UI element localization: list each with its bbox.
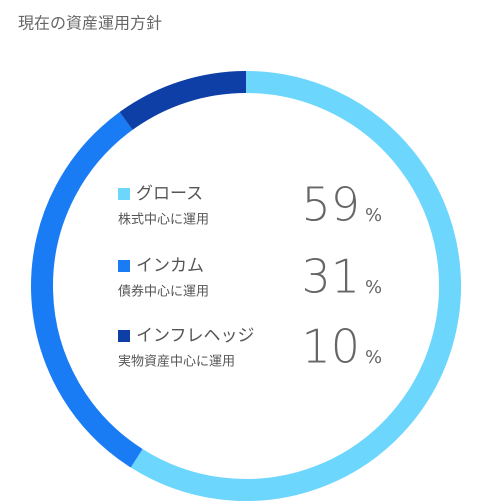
legend-label: グロース bbox=[136, 184, 203, 204]
value-unit: % bbox=[365, 277, 382, 298]
legend-swatch bbox=[118, 330, 130, 342]
legend-label: インカム bbox=[136, 256, 204, 276]
legend-description: 債券中心に運用 bbox=[118, 284, 209, 300]
legend-swatch bbox=[118, 188, 130, 200]
value-unit: % bbox=[365, 347, 382, 368]
donut-segment bbox=[130, 71, 461, 501]
legend-label: インフレヘッジ bbox=[136, 326, 255, 346]
legend-swatch bbox=[118, 260, 130, 272]
value-label: 10 bbox=[301, 320, 360, 374]
value-label: 59 bbox=[301, 178, 360, 232]
legend-description: 実物資産中心に運用 bbox=[118, 354, 235, 370]
value-unit: % bbox=[365, 205, 382, 226]
chart-title: 現在の資産運用方針 bbox=[18, 14, 162, 33]
value-label: 31 bbox=[301, 250, 360, 304]
legend-description: 株式中心に運用 bbox=[118, 213, 209, 228]
donut-segment bbox=[31, 112, 143, 468]
donut-segment bbox=[119, 71, 247, 130]
